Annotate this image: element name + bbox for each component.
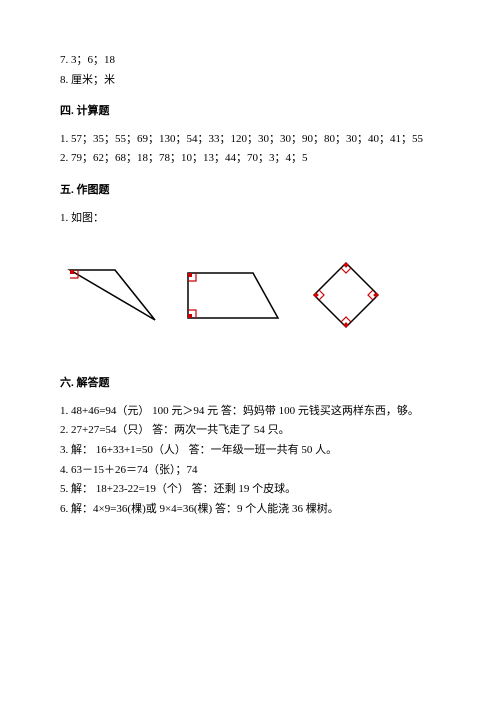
trapezoid-figure — [178, 263, 288, 328]
section6-line2: 2. 27+27=54（只） 答：两次一共飞走了 54 只。 — [60, 422, 440, 440]
section6-line1: 1. 48+46=94（元） 100 元＞94 元 答：妈妈带 100 元钱买这… — [60, 403, 440, 421]
triangle-figure — [60, 260, 160, 330]
section6-line3: 3. 解： 16+33+1=50（人） 答：一年级一班一共有 50 人。 — [60, 442, 440, 460]
answer-item-8: 8. 厘米；米 — [60, 72, 440, 90]
section6-line6: 6. 解：4×9=36(棵)或 9×4=36(棵) 答：9 个人能浇 36 棵树… — [60, 501, 440, 519]
section6-line4: 4. 63－15＋26＝74（张）；74 — [60, 462, 440, 480]
section4-line1: 1. 57；35；55；69；130；54；33；120；30；30；90；80… — [60, 131, 440, 149]
figure-row — [60, 255, 440, 335]
section5-line1: 1. 如图： — [60, 210, 440, 228]
section4-line2: 2. 79；62；68；18；78；10；13；44；70；3；4；5 — [60, 150, 440, 168]
diamond-figure — [306, 255, 386, 335]
section6-title: 六. 解答题 — [60, 375, 440, 393]
section6-line5: 5. 解： 18+23-22=19（个） 答：还剩 19 个皮球。 — [60, 481, 440, 499]
section4-title: 四. 计算题 — [60, 103, 440, 121]
answer-item-7: 7. 3；6；18 — [60, 52, 440, 70]
section5-title: 五. 作图题 — [60, 182, 440, 200]
